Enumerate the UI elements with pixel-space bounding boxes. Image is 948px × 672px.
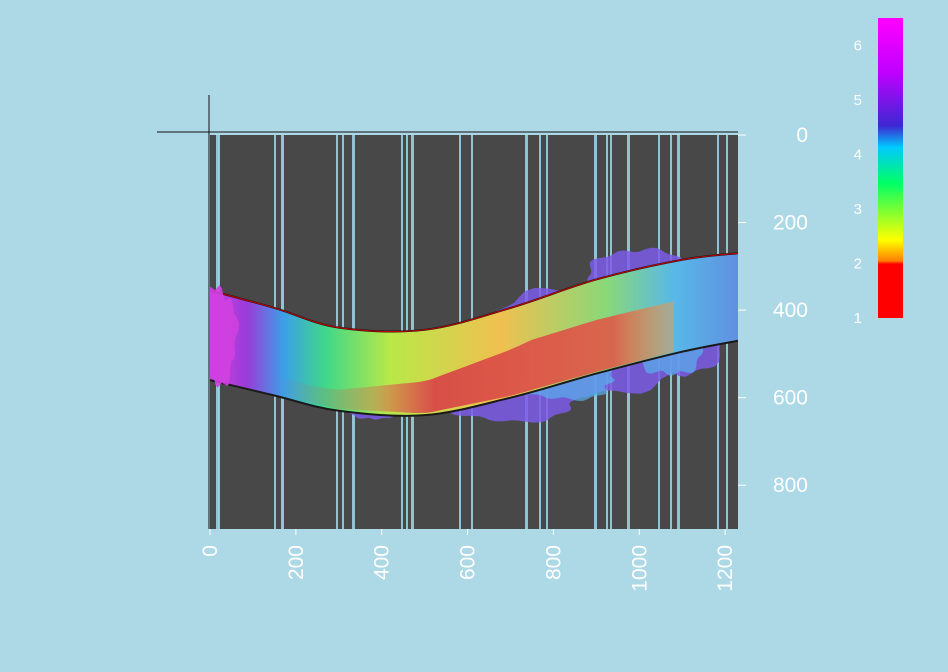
y-tick-label: 200 xyxy=(773,212,808,235)
colorbar-tick-label: 2 xyxy=(854,255,862,272)
colorbar-tick-label: 3 xyxy=(854,201,862,218)
colorbar-tick-label: 5 xyxy=(854,92,862,109)
colorbar-tick-label: 6 xyxy=(854,37,862,54)
x-tick-label: 600 xyxy=(457,545,480,580)
y-tick-label: 600 xyxy=(773,387,808,410)
x-axis: 0 200 400 600 800 1000 1200 xyxy=(199,529,737,592)
y-axis: 0 200 400 600 800 xyxy=(738,124,808,497)
x-tick-label: 800 xyxy=(542,545,565,580)
inlet-patch xyxy=(210,285,239,388)
y-tick-label: 400 xyxy=(773,299,808,322)
colorbar-tick-label: 4 xyxy=(854,146,862,163)
y-tick-label: 0 xyxy=(796,124,808,147)
x-tick-label: 1200 xyxy=(714,545,737,592)
colorbar xyxy=(878,18,903,318)
x-tick-label: 200 xyxy=(285,545,308,580)
x-tick-label: 400 xyxy=(371,545,394,580)
upper-wall-edge xyxy=(210,252,738,333)
lower-wall xyxy=(210,339,738,417)
channel-core xyxy=(274,301,674,414)
x-tick-label: 1000 xyxy=(628,545,651,592)
x-tick-label: 0 xyxy=(199,545,222,557)
colorbar-labels: 1 2 3 4 5 6 xyxy=(854,37,862,327)
y-tick-label: 800 xyxy=(773,474,808,497)
channel-flow xyxy=(210,253,738,416)
colorbar-tick-label: 1 xyxy=(854,310,862,327)
flow-field xyxy=(210,247,738,423)
